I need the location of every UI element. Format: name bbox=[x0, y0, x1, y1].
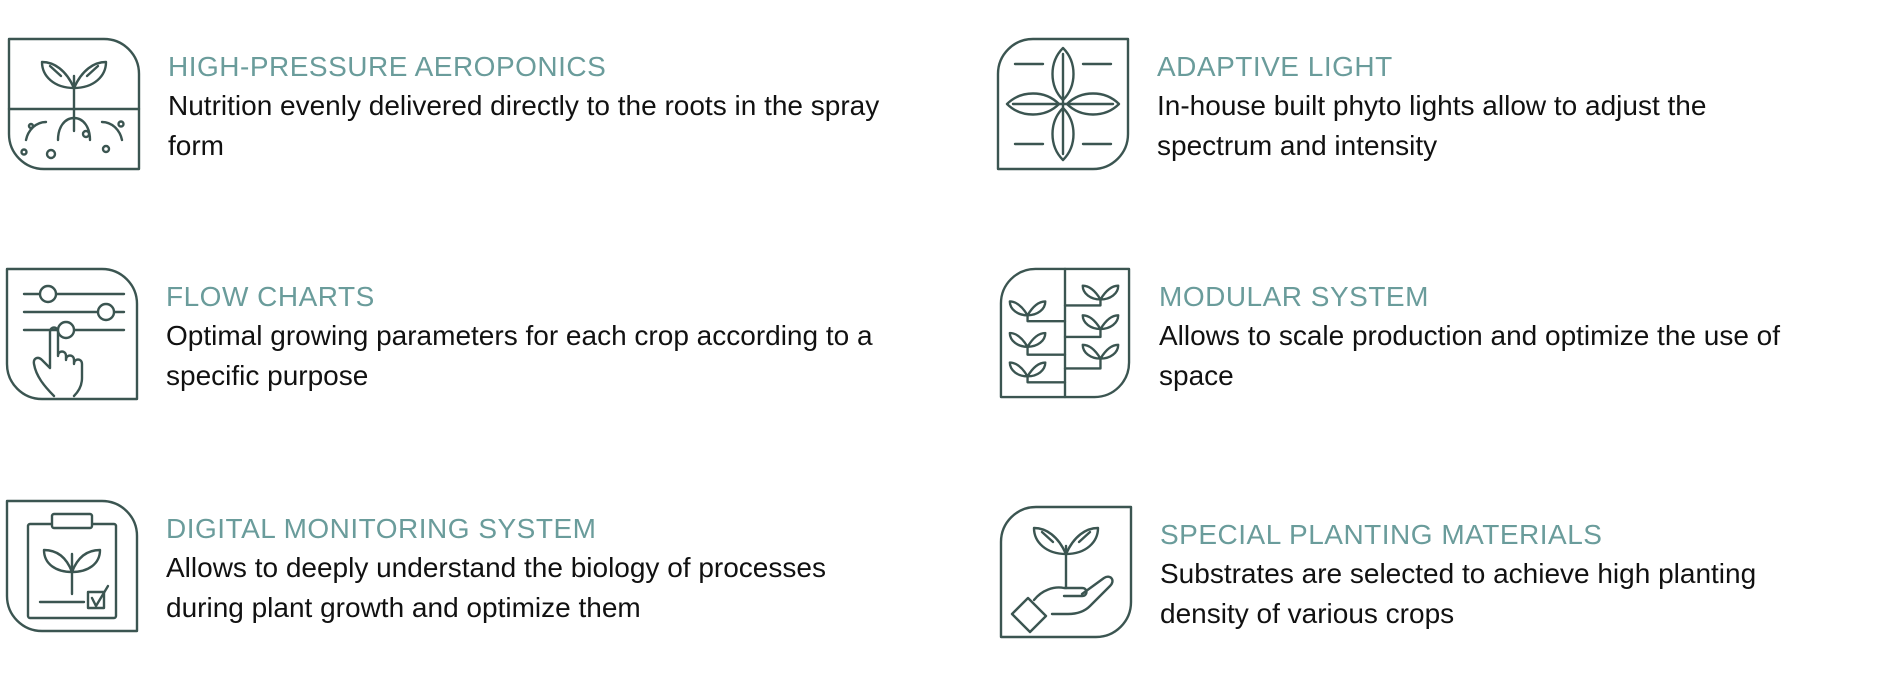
digital-monitoring-icon bbox=[4, 498, 140, 634]
feature-title: SPECIAL PLANTING MATERIALS bbox=[1160, 519, 1603, 550]
feature-planting-materials: SPECIAL PLANTING MATERIALS Substrates ar… bbox=[998, 504, 1878, 640]
feature-title: ADAPTIVE LIGHT bbox=[1157, 51, 1393, 82]
feature-description: Nutrition evenly delivered directly to t… bbox=[168, 90, 880, 161]
feature-title: HIGH-PRESSURE AEROPONICS bbox=[168, 51, 607, 82]
feature-text: DIGITAL MONITORING SYSTEM Allows to deep… bbox=[166, 498, 906, 628]
feature-aeroponics: HIGH-PRESSURE AEROPONICS Nutrition evenl… bbox=[6, 36, 886, 172]
feature-title: FLOW CHARTS bbox=[166, 281, 375, 312]
feature-title: MODULAR SYSTEM bbox=[1159, 281, 1429, 312]
feature-flow-charts: FLOW CHARTS Optimal growing parameters f… bbox=[4, 266, 884, 402]
feature-text: ADAPTIVE LIGHT In-house built phyto ligh… bbox=[1157, 36, 1797, 166]
planting-materials-icon bbox=[998, 504, 1134, 640]
adaptive-light-icon bbox=[995, 36, 1131, 172]
aeroponics-icon bbox=[6, 36, 142, 172]
feature-description: In-house built phyto lights allow to adj… bbox=[1157, 90, 1707, 161]
modular-system-icon bbox=[997, 266, 1133, 400]
feature-text: FLOW CHARTS Optimal growing parameters f… bbox=[166, 266, 886, 396]
feature-text: SPECIAL PLANTING MATERIALS Substrates ar… bbox=[1160, 504, 1840, 634]
feature-adaptive-light: ADAPTIVE LIGHT In-house built phyto ligh… bbox=[995, 36, 1875, 172]
flow-charts-icon bbox=[4, 266, 140, 402]
feature-text: HIGH-PRESSURE AEROPONICS Nutrition evenl… bbox=[168, 36, 888, 166]
feature-digital-monitoring: DIGITAL MONITORING SYSTEM Allows to deep… bbox=[4, 498, 904, 634]
feature-description: Allows to scale production and optimize … bbox=[1159, 320, 1781, 391]
feature-description: Allows to deeply understand the biology … bbox=[166, 552, 826, 623]
feature-description: Substrates are selected to achieve high … bbox=[1160, 558, 1757, 629]
feature-text: MODULAR SYSTEM Allows to scale productio… bbox=[1159, 266, 1859, 396]
feature-title: DIGITAL MONITORING SYSTEM bbox=[166, 513, 597, 544]
feature-modular-system: MODULAR SYSTEM Allows to scale productio… bbox=[997, 266, 1877, 400]
feature-description: Optimal growing parameters for each crop… bbox=[166, 320, 873, 391]
